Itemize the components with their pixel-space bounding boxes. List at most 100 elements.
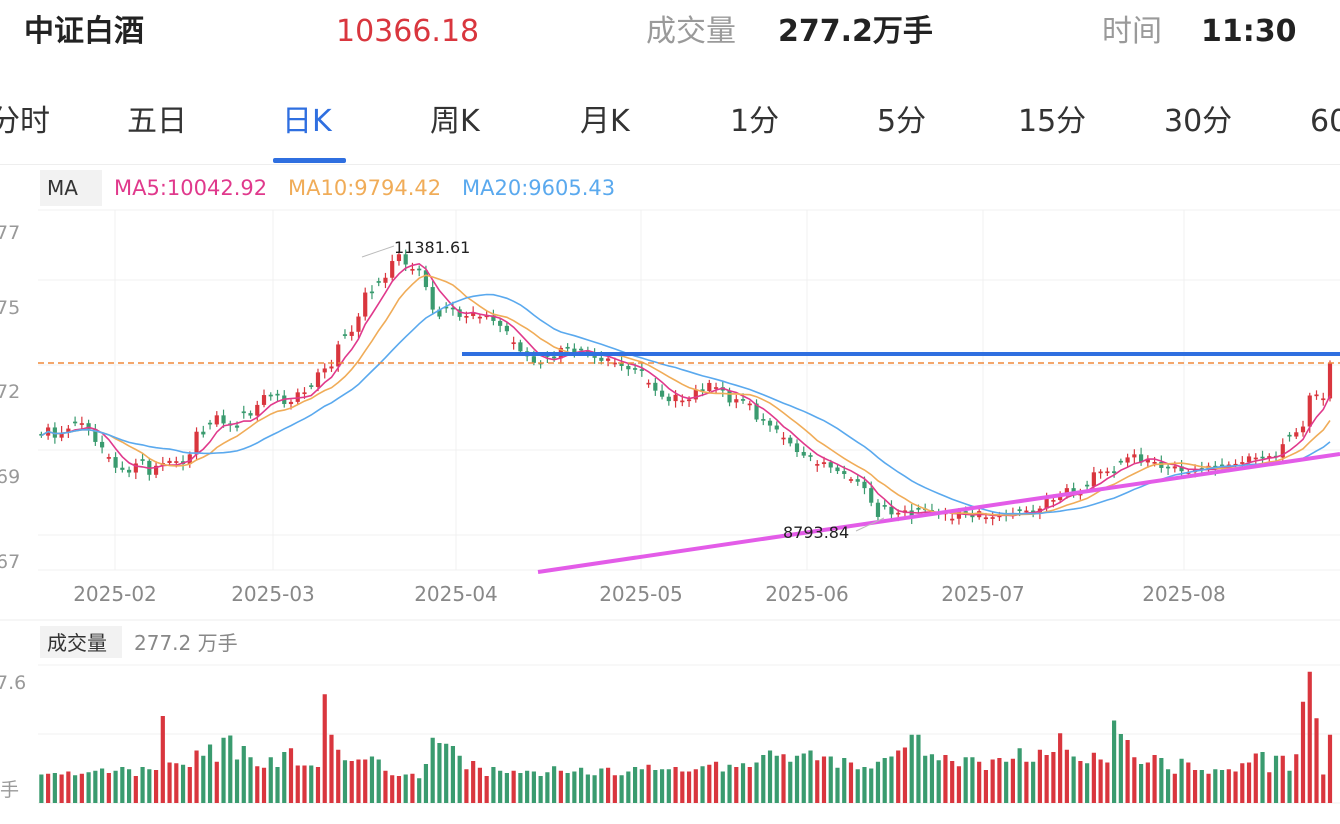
candle-body	[1085, 484, 1090, 487]
tab-monthly-k[interactable]: 月K	[580, 104, 630, 139]
candle-body	[579, 348, 584, 351]
volume-bar	[990, 759, 995, 803]
candle-body	[450, 307, 456, 310]
candle	[700, 383, 705, 397]
candle-body	[248, 413, 253, 416]
volume-bar	[86, 772, 91, 803]
kline-chart[interactable]: MA MA5:10042.92 MA10:9794.42 MA20:9605.4…	[0, 165, 1340, 824]
volume-bar	[525, 770, 530, 803]
candle-body	[309, 385, 314, 387]
volume-bar	[1287, 770, 1292, 803]
candle-body	[511, 342, 516, 345]
candle	[140, 453, 145, 465]
candle-body	[1017, 509, 1022, 512]
volume-bar	[1314, 718, 1319, 803]
volume-bar	[774, 755, 779, 803]
candle	[241, 405, 246, 419]
candle-body	[241, 411, 246, 414]
tab-30min[interactable]: 30分	[1164, 104, 1233, 139]
candle-body	[363, 292, 368, 317]
volume-bar	[632, 767, 638, 803]
candle-body	[1112, 471, 1117, 473]
candle-body	[632, 368, 638, 370]
tab-1min[interactable]: 1分	[730, 104, 780, 139]
candle-body	[1118, 460, 1123, 463]
candle	[1294, 428, 1299, 440]
x-tick-label: 2025-08	[1142, 582, 1226, 606]
x-tick-label: 2025-04	[414, 582, 498, 606]
candle-body	[113, 457, 118, 468]
candle-body	[1138, 454, 1144, 463]
volume-bar	[477, 767, 483, 803]
tab-daily-k[interactable]: 日K	[282, 104, 332, 139]
candle-body	[1253, 457, 1258, 460]
candle	[565, 343, 570, 352]
volume-bar	[788, 761, 793, 803]
volume-bar	[936, 760, 941, 803]
volume-bar	[126, 769, 132, 803]
volume-bar	[848, 762, 854, 803]
volume-bar	[120, 767, 125, 803]
volume-bar	[1219, 770, 1225, 803]
volume-bar	[1098, 759, 1103, 803]
candle-body	[106, 457, 111, 459]
candle	[693, 384, 698, 403]
volume-bar	[464, 769, 469, 803]
volume-bar	[437, 743, 442, 803]
candle-body	[808, 455, 813, 457]
candle-body	[646, 382, 651, 385]
candle	[950, 512, 955, 525]
candle-body	[1105, 471, 1110, 474]
y-tick-label: 69	[0, 466, 20, 488]
candle-body	[1219, 464, 1225, 467]
volume-bar	[1118, 734, 1123, 803]
volume-bar	[1037, 749, 1042, 803]
candle-body	[437, 309, 442, 317]
tab-60min[interactable]: 60	[1310, 104, 1340, 139]
candle-body	[383, 277, 388, 283]
volume-bar	[403, 774, 408, 803]
candle-body	[1300, 426, 1306, 433]
volume-bar	[329, 734, 334, 803]
candle-body	[1280, 444, 1285, 458]
candle-body	[767, 420, 773, 426]
candle	[801, 446, 806, 458]
volume-bar	[336, 749, 341, 803]
candle-body	[639, 369, 644, 371]
candle-body	[1165, 466, 1171, 469]
tab-weekly-k[interactable]: 周K	[430, 104, 480, 139]
candle-body	[275, 393, 280, 396]
candle	[855, 475, 860, 486]
tab-15min[interactable]: 15分	[1018, 104, 1087, 139]
volume-bar	[1253, 753, 1258, 803]
volume-bar	[93, 770, 98, 803]
ma10-line	[40, 274, 1331, 516]
candle-body	[457, 309, 462, 317]
high-annotation: 11381.61	[394, 238, 470, 257]
candle-body	[1260, 456, 1265, 459]
volume-bar	[295, 765, 300, 803]
candle-body	[572, 348, 577, 353]
tab-five-day[interactable]: 五日	[127, 104, 187, 139]
tab-intraday[interactable]: 分时	[0, 104, 50, 139]
volume-bar	[471, 761, 476, 803]
candle-body	[848, 479, 854, 481]
tab-5min[interactable]: 5分	[877, 104, 927, 139]
ma-legend-label: MA	[47, 176, 78, 200]
volume-bar	[720, 771, 725, 803]
volume-bar	[1206, 773, 1211, 803]
candle-body	[585, 350, 590, 354]
volume-bar	[680, 771, 685, 803]
volume-bar	[79, 773, 84, 803]
candle	[504, 321, 509, 335]
candle	[1327, 360, 1333, 402]
candle-body	[862, 481, 867, 489]
candle-body	[59, 432, 64, 438]
low-leader-line	[855, 517, 885, 532]
candle-body	[1267, 456, 1272, 459]
volume-bar	[923, 755, 928, 803]
candle	[329, 359, 334, 372]
candle	[909, 504, 914, 525]
volume-bar	[410, 773, 415, 803]
y-tick-label: 77	[0, 222, 20, 244]
